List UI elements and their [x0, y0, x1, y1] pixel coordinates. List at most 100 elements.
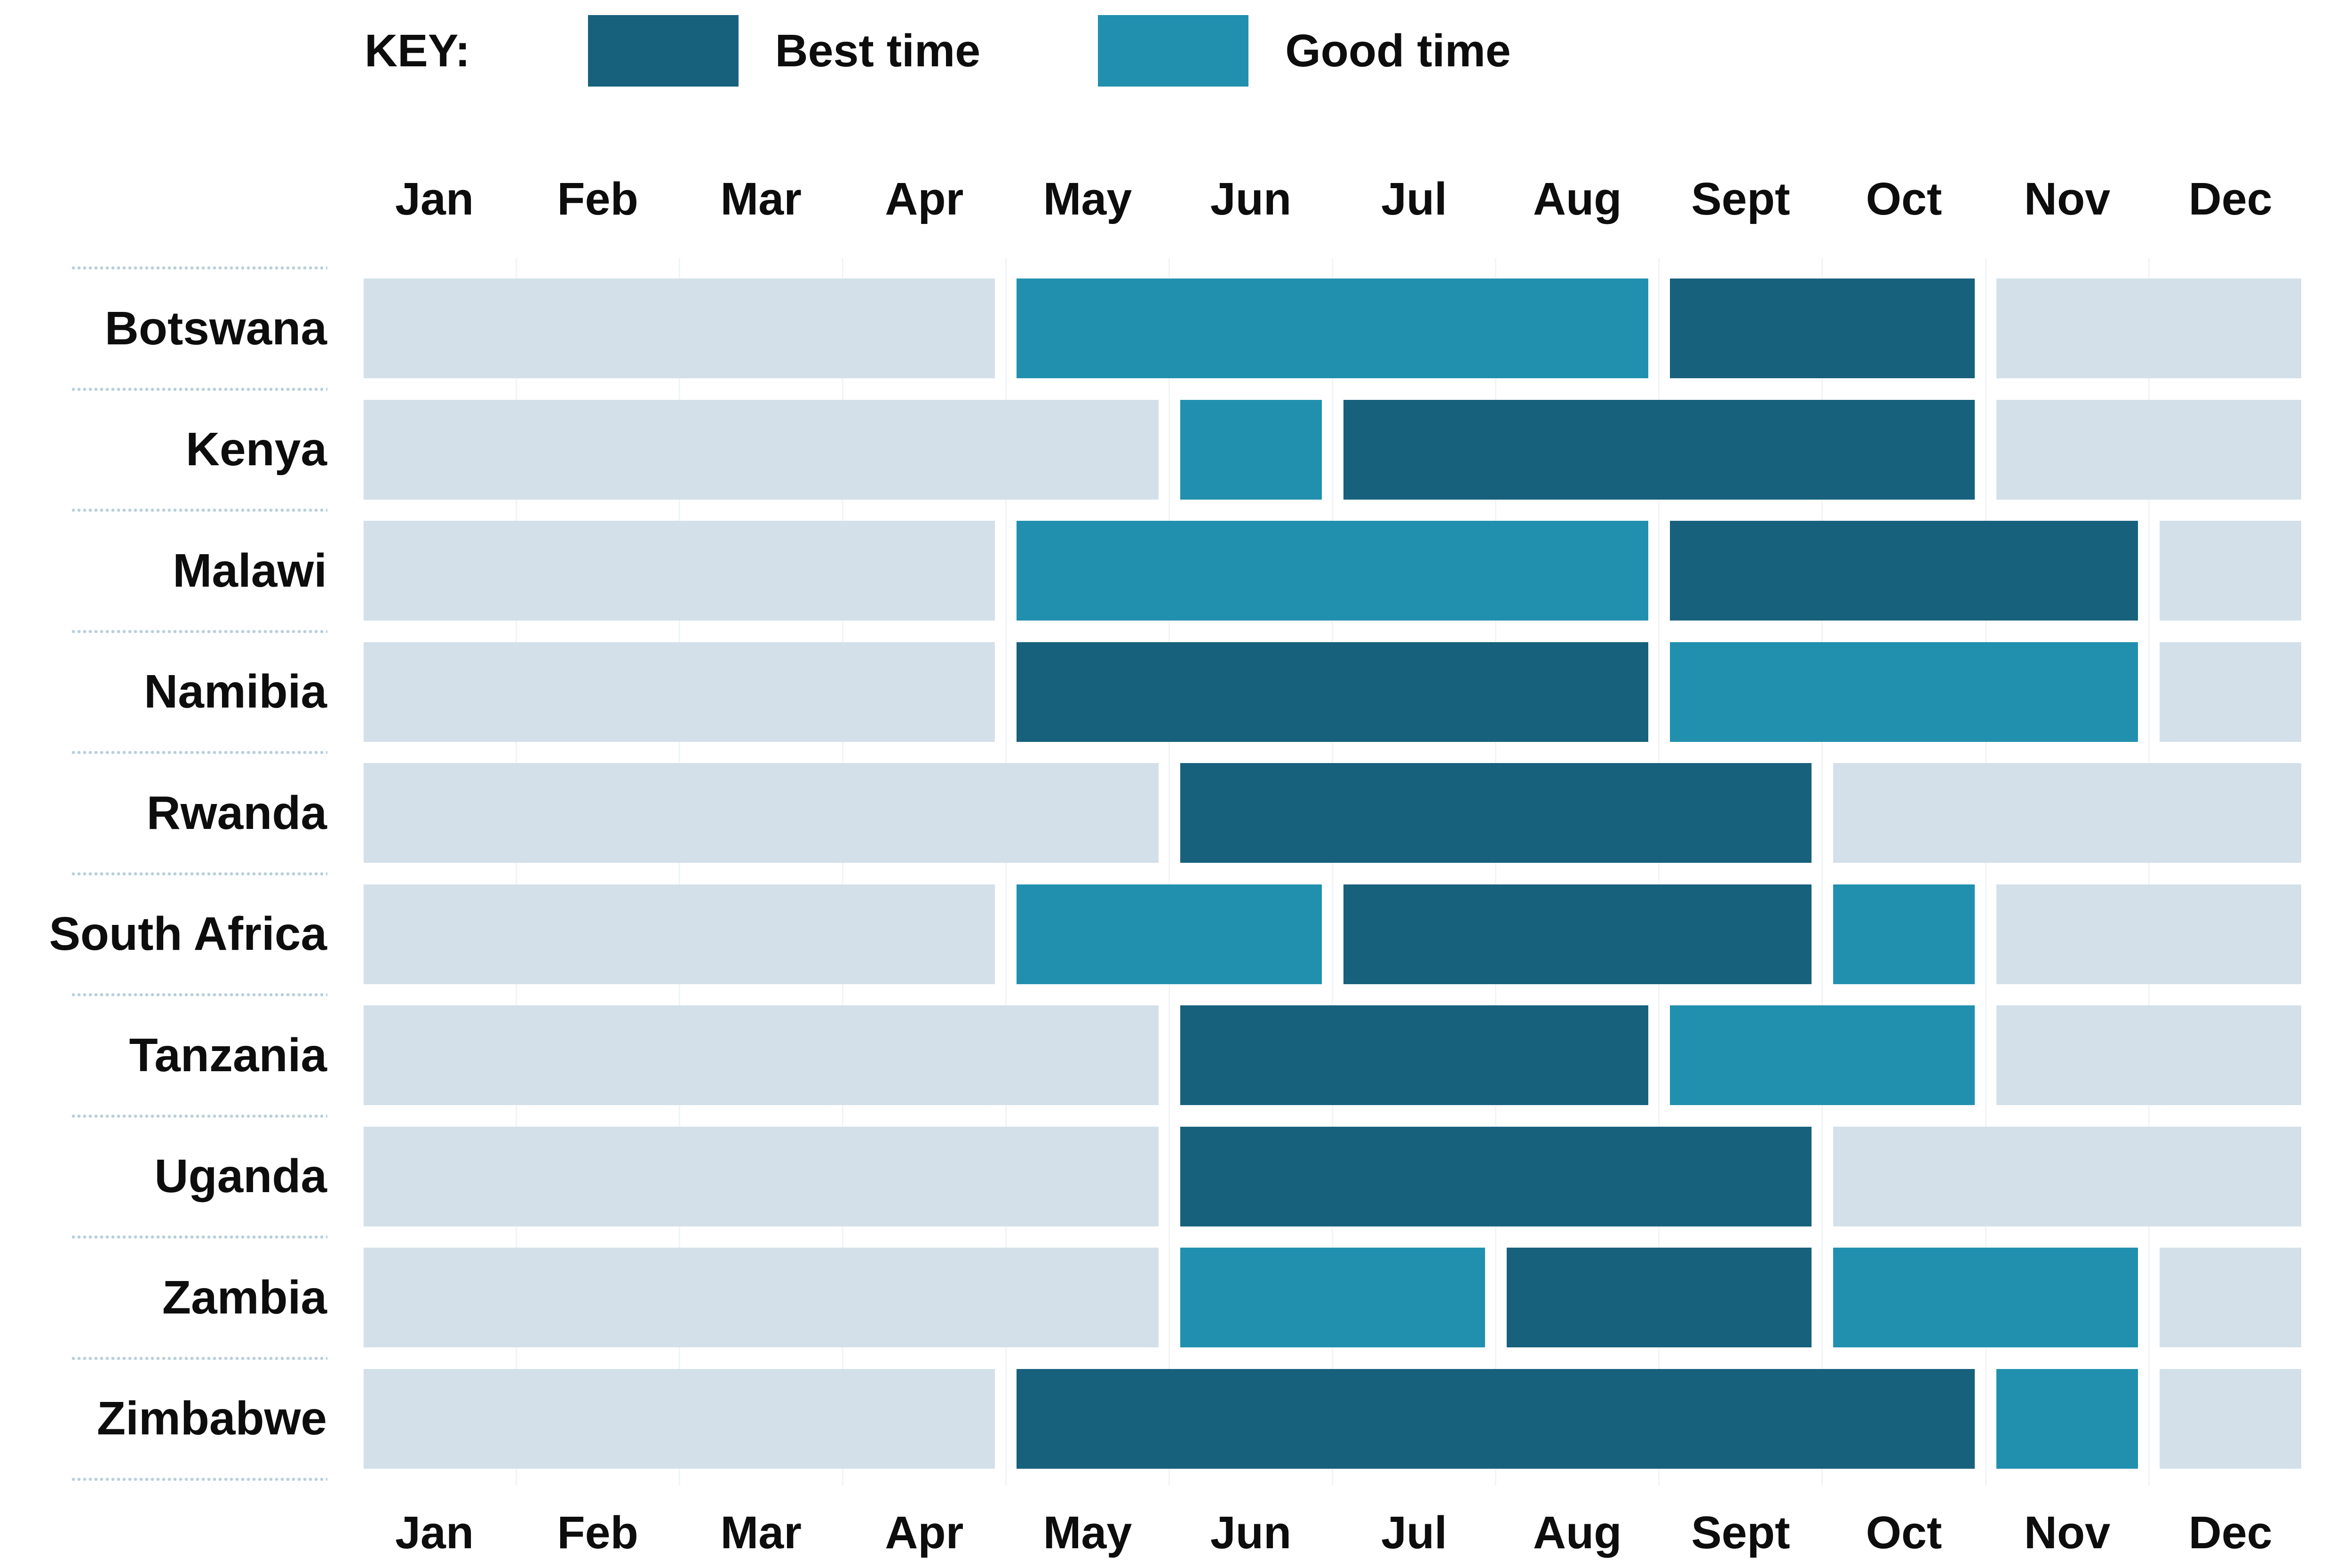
dotted-separator: [71, 750, 327, 755]
bar-segment-none: [364, 279, 995, 378]
month-label-dec: Dec: [2188, 1507, 2273, 1558]
bar-segment-none: [364, 763, 1159, 863]
country-label: Botswana: [104, 302, 327, 355]
country-label: Rwanda: [146, 786, 327, 839]
dotted-separator: [71, 992, 327, 997]
bar-segment-none: [364, 884, 995, 984]
month-label-nov: Nov: [2024, 173, 2111, 224]
bar-segment-best: [1669, 279, 1975, 378]
bar-segment-best: [1343, 399, 1975, 500]
month-label-jul: Jul: [1381, 173, 1447, 224]
country-label: Uganda: [154, 1150, 327, 1202]
bar-segment-none: [364, 1005, 1159, 1105]
dotted-separator: [71, 1234, 327, 1240]
month-gridline: [1495, 258, 1497, 1486]
month-gridline: [678, 258, 680, 1486]
month-gridline: [1985, 258, 1986, 1486]
dotted-separator: [71, 1477, 327, 1482]
bar-segment-none: [1996, 1005, 2302, 1105]
month-gridline: [2148, 258, 2150, 1486]
bar-segment-best: [1017, 642, 1648, 742]
legend-title: KEY:: [365, 25, 470, 76]
month-label-aug: Aug: [1533, 1507, 1622, 1558]
month-gridline: [515, 258, 517, 1486]
bar-segment-good: [1996, 1369, 2138, 1469]
dotted-separator: [71, 508, 327, 513]
country-label: Zambia: [162, 1271, 327, 1324]
bar-segment-none: [1996, 884, 2302, 984]
legend-label-good-time: Good time: [1285, 25, 1511, 76]
bar-segment-good: [1017, 884, 1322, 984]
legend-swatch-good-time: [1098, 15, 1249, 87]
month-gridline: [1005, 258, 1007, 1486]
bar-segment-none: [364, 1369, 995, 1469]
month-label-jul: Jul: [1381, 1507, 1447, 1558]
month-label-jan: Jan: [395, 1507, 474, 1558]
bar-segment-good: [1017, 279, 1648, 378]
month-label-oct: Oct: [1866, 173, 1942, 224]
bar-segment-best: [1180, 1005, 1648, 1105]
month-label-mar: Mar: [720, 1507, 802, 1558]
country-label: Kenya: [185, 423, 327, 476]
dotted-separator: [71, 265, 327, 271]
bar-segment-good: [1017, 521, 1648, 621]
bar-segment-none: [364, 642, 995, 742]
month-label-may: May: [1043, 173, 1132, 224]
month-label-feb: Feb: [557, 1507, 638, 1558]
month-label-feb: Feb: [557, 173, 638, 224]
month-label-apr: Apr: [885, 1507, 964, 1558]
bar-segment-good: [1669, 1005, 1975, 1105]
month-label-jun: Jun: [1210, 173, 1292, 224]
month-label-nov: Nov: [2024, 1507, 2111, 1558]
bar-segment-none: [2160, 521, 2302, 621]
bar-segment-none: [364, 399, 1159, 500]
month-gridline: [1658, 258, 1660, 1486]
month-label-apr: Apr: [885, 173, 964, 224]
bar-segment-best: [1017, 1369, 1975, 1469]
month-gridline: [1821, 258, 1823, 1486]
bar-segment-good: [1180, 1248, 1485, 1347]
bar-segment-none: [1833, 763, 2302, 863]
bar-segment-good: [1180, 399, 1322, 500]
bar-segment-none: [364, 521, 995, 621]
bar-segment-none: [364, 1248, 1159, 1347]
month-label-sept: Sept: [1691, 1507, 1790, 1558]
bar-segment-none: [1833, 1126, 2302, 1226]
dotted-separator: [71, 629, 327, 634]
country-label: Zimbabwe: [97, 1392, 327, 1445]
country-label: South Africa: [49, 907, 327, 960]
country-label: Malawi: [173, 544, 327, 597]
dotted-separator: [71, 386, 327, 392]
month-label-jan: Jan: [395, 173, 474, 224]
month-label-mar: Mar: [720, 173, 802, 224]
bar-segment-none: [1996, 279, 2302, 378]
dotted-separator: [71, 1113, 327, 1119]
bar-segment-none: [1996, 399, 2302, 500]
bar-segment-best: [1180, 1126, 1812, 1226]
month-label-aug: Aug: [1533, 173, 1622, 224]
dotted-separator: [71, 1355, 327, 1361]
month-gridline: [842, 258, 843, 1486]
legend: KEY: Best time Good time: [365, 13, 1511, 88]
bar-segment-best: [1343, 884, 1812, 984]
bar-segment-none: [2160, 1248, 2302, 1347]
bar-segment-none: [364, 1126, 1159, 1226]
month-label-sept: Sept: [1691, 173, 1790, 224]
country-label: Tanzania: [129, 1028, 327, 1082]
month-gridline: [1332, 258, 1334, 1486]
bar-segment-best: [1180, 763, 1812, 863]
bar-segment-none: [2160, 642, 2302, 742]
bar-segment-good: [1669, 642, 2138, 742]
bar-segment-best: [1506, 1248, 1812, 1347]
month-gridline: [1168, 258, 1170, 1486]
month-label-jun: Jun: [1210, 1507, 1292, 1558]
bar-segment-best: [1669, 521, 2138, 621]
bar-segment-none: [2160, 1369, 2302, 1469]
month-label-oct: Oct: [1866, 1507, 1942, 1558]
bar-segment-good: [1833, 1248, 2138, 1347]
bar-segment-good: [1833, 884, 1975, 984]
legend-swatch-best-time: [588, 15, 739, 87]
month-label-may: May: [1043, 1507, 1132, 1558]
month-label-dec: Dec: [2188, 173, 2273, 224]
